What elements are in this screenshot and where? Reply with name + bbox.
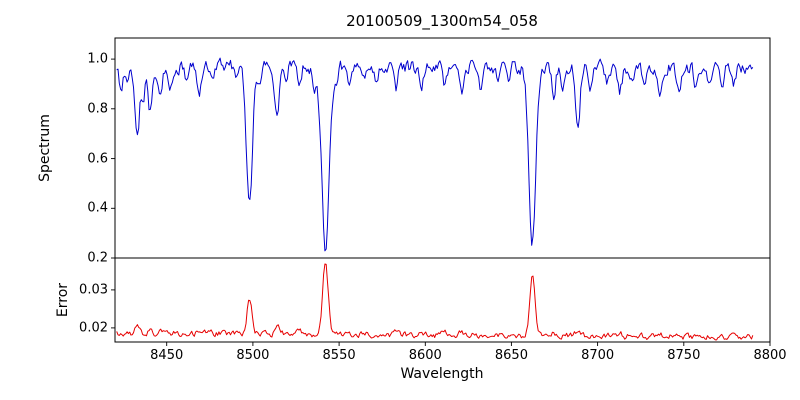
error-y-tick-label: 0.02: [79, 320, 108, 336]
error-y-tick-label: 0.03: [79, 282, 108, 298]
chart-title: 20100509_1300m54_058: [346, 12, 538, 30]
x-tick-label: 8450: [150, 348, 184, 363]
x-tick-label: 8700: [581, 348, 615, 363]
tick-marks: [111, 58, 771, 346]
x-tick-label: 8800: [753, 348, 787, 363]
x-tick-label: 8550: [322, 348, 356, 363]
x-tick-label: 8500: [236, 348, 270, 363]
error-line: [116, 263, 754, 341]
spectrum-line: [116, 57, 754, 252]
x-tick-label: 8600: [408, 348, 442, 363]
x-axis-label: Wavelength: [400, 366, 484, 382]
spectrum-y-tick-label: 0.2: [87, 250, 108, 266]
spectrum-y-tick-label: 0.4: [87, 200, 108, 216]
spectrum-y-tick-label: 0.8: [87, 101, 108, 117]
spectrum-y-tick-label: 1.0: [87, 51, 108, 67]
x-tick-label: 8650: [494, 348, 528, 363]
spectrum-y-tick-label: 0.6: [87, 151, 108, 167]
x-tick-label: 8750: [667, 348, 701, 363]
error-panel-frame: [114, 257, 771, 343]
